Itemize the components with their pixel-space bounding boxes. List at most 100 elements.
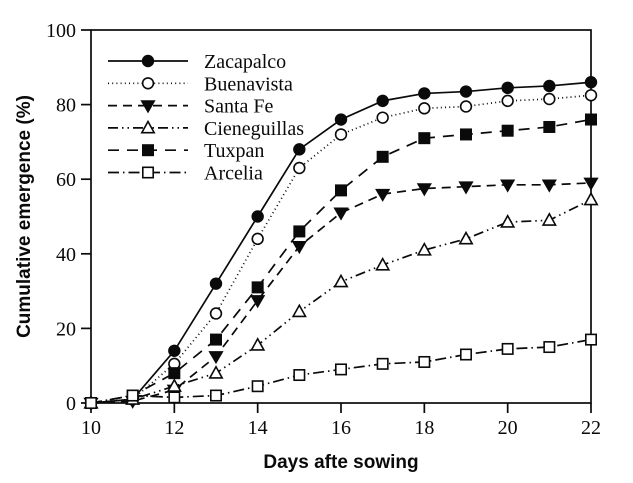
circle-filled-marker <box>459 85 473 98</box>
x-tick-label: 20 <box>498 417 518 439</box>
circle-open-marker <box>501 94 514 108</box>
triangle-up-open-marker <box>208 365 224 379</box>
circle-filled-marker <box>251 210 264 223</box>
triangle-down-filled-marker <box>583 177 599 191</box>
square-filled-marker <box>376 150 389 163</box>
x-axis-title: Days afte sowing <box>263 452 418 473</box>
legend-label: Tuxpan <box>204 140 264 162</box>
square-open-marker <box>85 396 98 409</box>
triangle-up-open-marker <box>500 214 516 228</box>
triangle-down-filled-marker <box>375 188 391 202</box>
x-tick-label: 12 <box>164 417 184 439</box>
circle-filled-marker <box>543 79 556 93</box>
square-open-marker <box>126 389 139 402</box>
legend-item-zacapalco: Zacapalco <box>108 51 286 73</box>
circle-open-marker <box>584 89 598 102</box>
square-filled-marker <box>418 132 431 145</box>
square-open-marker <box>334 363 347 376</box>
square-open-marker <box>418 355 431 368</box>
circle-filled-marker <box>584 76 598 89</box>
square-open-marker <box>293 369 306 382</box>
circle-filled-legend-marker <box>141 54 155 68</box>
legend-label: Santa Fe <box>204 96 274 118</box>
circle-open-marker <box>418 102 431 115</box>
triangle-down-filled-marker <box>291 241 307 255</box>
triangle-up-open-marker <box>416 242 432 256</box>
square-open-marker <box>210 389 223 402</box>
circle-open-legend-marker <box>141 77 155 90</box>
legend-label: Zacapalco <box>204 51 286 73</box>
circle-filled-marker <box>168 344 181 357</box>
triangle-up-open-marker <box>166 378 182 392</box>
series-line <box>90 94 592 404</box>
legend-item-cieneguillas: Cieneguillas <box>108 118 304 140</box>
square-open-marker <box>168 391 181 404</box>
triangle-up-open-marker <box>333 273 349 288</box>
legend-label: Buenavista <box>204 73 293 95</box>
circle-open-marker <box>209 307 223 320</box>
x-tick-label: 22 <box>581 417 601 439</box>
triangle-down-filled-marker <box>250 295 266 309</box>
legend-item-santa-fe: Santa Fe <box>108 96 274 118</box>
square-filled-marker <box>168 367 181 380</box>
circle-open-marker <box>376 111 389 124</box>
legend-label: Cieneguillas <box>204 118 304 140</box>
triangle-down-filled-marker <box>541 179 557 193</box>
square-filled-marker <box>584 113 597 126</box>
legend-item-arcelia: Arcelia <box>108 163 263 185</box>
y-axis: 0 20 40 60 80 100 <box>46 20 91 415</box>
triangle-down-filled-marker <box>458 181 474 195</box>
circle-open-marker <box>459 100 473 113</box>
square-open-marker <box>459 348 472 361</box>
legend-item-tuxpan: Tuxpan <box>108 140 264 162</box>
square-filled-marker <box>543 120 556 133</box>
y-tick-label: 80 <box>56 95 76 117</box>
triangle-down-filled-marker <box>333 207 349 221</box>
triangle-up-open-legend-marker <box>140 119 156 134</box>
series-buenavista <box>84 89 598 410</box>
x-tick-label: 10 <box>81 417 101 439</box>
circle-filled-marker <box>209 277 223 290</box>
square-open-marker <box>376 357 389 370</box>
square-open-marker <box>251 380 264 393</box>
triangle-down-filled-legend-marker <box>140 100 156 114</box>
square-filled-marker <box>501 124 514 137</box>
triangle-up-open-marker <box>375 256 391 271</box>
y-tick-label: 60 <box>56 169 76 191</box>
y-axis-title: Cumulative emergence (%) <box>14 95 35 338</box>
circle-filled-marker <box>376 94 389 108</box>
legend-item-buenavista: Buenavista <box>108 73 293 95</box>
circle-open-marker <box>543 92 556 106</box>
y-tick-label: 0 <box>66 393 76 415</box>
triangle-down-filled-marker <box>208 351 224 365</box>
x-tick-label: 16 <box>331 417 351 439</box>
triangle-up-open-marker <box>250 337 266 351</box>
y-tick-label: 100 <box>46 20 76 42</box>
series-arcelia <box>85 333 597 409</box>
series-zacapalco <box>84 76 598 410</box>
triangle-up-open-marker <box>458 230 474 245</box>
y-tick-label: 40 <box>56 244 76 266</box>
x-tick-label: 18 <box>414 417 434 439</box>
x-axis: 10 12 14 16 18 20 22 <box>81 403 601 439</box>
square-filled-marker <box>293 225 306 238</box>
square-open-marker <box>543 341 556 354</box>
triangle-up-open-marker <box>291 303 307 318</box>
triangle-down-filled-marker <box>416 183 432 197</box>
square-filled-marker <box>210 333 223 346</box>
square-filled-marker <box>459 128 472 141</box>
triangle-down-filled-marker <box>500 179 516 193</box>
square-filled-marker <box>334 184 347 197</box>
circle-filled-marker <box>334 113 348 126</box>
square-open-legend-marker <box>142 166 155 179</box>
triangle-up-open-marker <box>541 212 557 226</box>
square-filled-marker <box>251 281 264 294</box>
circle-filled-marker <box>501 81 514 95</box>
series-cieneguillas <box>83 191 599 409</box>
square-filled-legend-marker <box>142 144 155 157</box>
series-tuxpan <box>85 113 597 409</box>
square-open-marker <box>584 333 597 346</box>
